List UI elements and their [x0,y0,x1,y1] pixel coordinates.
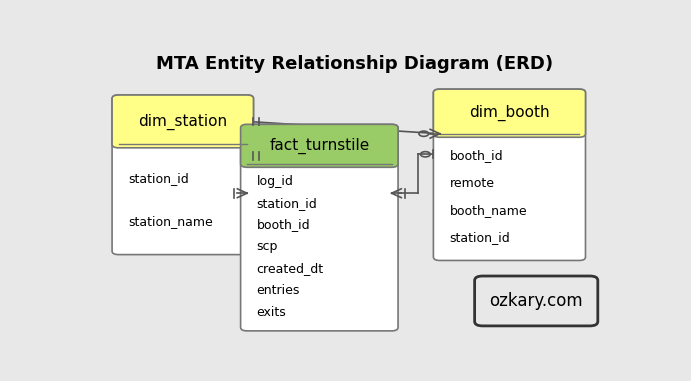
Text: booth_name: booth_name [449,204,527,217]
Text: booth_id: booth_id [256,218,310,231]
Text: log_id: log_id [256,175,294,188]
Text: station_id: station_id [449,231,510,244]
Text: created_dt: created_dt [256,262,324,275]
Text: MTA Entity Relationship Diagram (ERD): MTA Entity Relationship Diagram (ERD) [155,54,553,72]
Text: station_id: station_id [256,197,317,210]
Text: remote: remote [449,176,495,189]
Text: booth_id: booth_id [449,149,503,162]
Text: entries: entries [256,284,300,297]
FancyBboxPatch shape [475,276,598,326]
FancyBboxPatch shape [433,89,585,261]
Text: ozkary.com: ozkary.com [489,292,583,310]
FancyBboxPatch shape [240,124,398,167]
Text: scp: scp [256,240,278,253]
Text: station_id: station_id [128,172,189,185]
Text: station_name: station_name [128,215,213,228]
Text: dim_station: dim_station [138,113,227,130]
FancyBboxPatch shape [240,124,398,331]
FancyBboxPatch shape [433,89,585,137]
Text: dim_booth: dim_booth [469,105,550,121]
Text: fact_turnstile: fact_turnstile [269,138,370,154]
FancyBboxPatch shape [112,95,254,255]
FancyBboxPatch shape [112,95,254,148]
Text: exits: exits [256,306,287,319]
